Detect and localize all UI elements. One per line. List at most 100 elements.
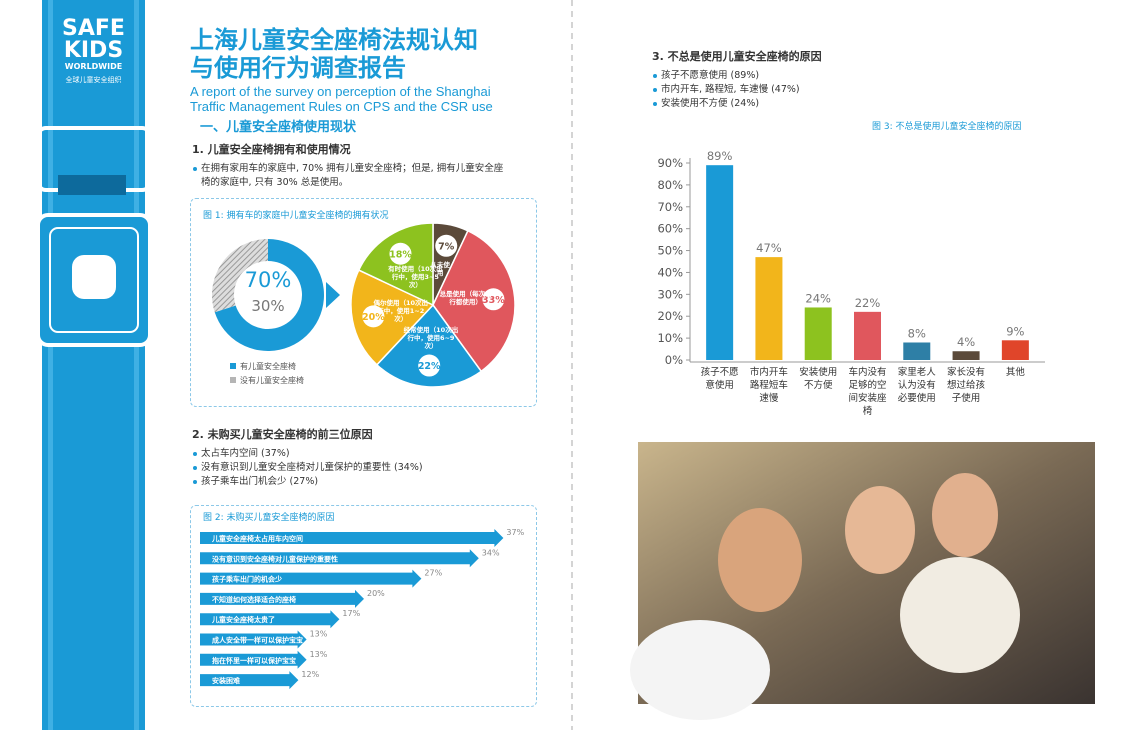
y-tick-label: 40% [657,265,683,279]
bar-label: 儿童安全座椅太占用车内空间 [211,534,303,543]
y-tick-label: 50% [657,244,683,258]
title: 与使用行为调查报告 [190,54,406,82]
label-badge [482,288,505,311]
bar [706,165,734,360]
pie-slice [357,222,434,307]
section: 2. 未购买儿童安全座椅的前三位原因 太占车内空间 (37%) 没有意识到儿童安全座… [192,426,522,489]
bar [200,549,479,568]
bullet: 没有意识到儿童安全座椅对儿童保护的重要性 (34%) [192,461,522,475]
bar [755,257,783,360]
logo-text: WORLDWIDE [64,62,123,71]
heading: 2. 未购买儿童安全座椅的前三位原因 [192,428,373,441]
bar [1001,340,1029,360]
section: 1. 儿童安全座椅拥有和使用情况在拥有家用车的家庭中, 70% 拥有儿童安全座椅… [192,141,512,190]
pie-slice [375,303,483,388]
bullet: 孩子不愿意使用 (89%) [652,69,982,83]
bar-label: 成人安全带一样可以保护宝宝 [212,636,303,645]
logo-text: SAFE [62,16,125,41]
value-label: 13% [310,650,328,659]
photo-face [845,486,915,574]
pie-slice [350,269,435,366]
value-label: 12% [301,670,319,679]
strap-stripe [48,0,53,730]
legend-label: 有儿童安全座椅 [240,361,296,371]
value-label: 9% [1006,324,1024,338]
y-tick-label: 30% [657,287,683,301]
y-tick-label: 80% [657,178,683,192]
slice-label: 从未使用 [430,260,450,277]
bar [200,650,307,669]
figure-title: 图 3: 不总是使用儿童安全座椅的原因 [872,122,1022,132]
bar [200,671,299,690]
bar [903,342,931,360]
bullet: 安装使用不方便 (24%) [652,97,982,111]
x-tick-label: 车内没有足够的空间安装座椅 [848,367,887,417]
bullet: 孩子乘车出门机会少 (27%) [192,475,522,489]
logo-tagline: 全球儿童安全组织 [65,76,122,84]
subtitle: A report of the survey on perception of … [190,84,493,114]
value-label: 33% [482,295,505,306]
value-label: 47% [756,241,782,255]
bar-label: 没有意识到安全座椅对儿童保护的重要性 [212,554,338,563]
heading: 3. 不总是使用儿童安全座椅的原因 [652,50,822,63]
slice-label: 偶尔使用（10次出行中，使用1~2次） [373,299,429,324]
logo: SAFE KIDS WORLDWIDE 全球儿童安全组织 [56,18,131,85]
label-badge [362,305,385,328]
pointer [326,282,340,308]
y-tick-label: 90% [657,156,683,170]
bar [200,529,504,547]
value-label: 22% [855,296,881,310]
x-tick-label: 其他 [1005,367,1025,378]
bullets: 在拥有家用车的家庭中, 70% 拥有儿童安全座椅；但是, 拥有儿童安全座椅的家庭… [192,162,512,190]
bar-label: 安装困难 [212,676,240,685]
pie-slice [432,229,516,373]
value-label: 24% [805,291,831,305]
value-label: 8% [908,326,926,340]
photo-face [932,473,998,557]
bar [200,610,340,629]
figure-title: 图 2: 未购买儿童安全座椅的原因 [203,513,335,523]
slice-label: 总是使用（每次出行都使用） [439,289,492,306]
photo-bear [900,557,1020,673]
value-label: 18% [389,249,412,260]
value-label: 17% [342,609,360,618]
value-label: 20% [362,312,385,323]
x-tick-label: 安装使用不方便 [799,367,838,391]
figure-box [190,505,537,707]
value-label: 20% [367,589,385,598]
x-tick-label: 家里老人认为没有必要使用 [897,367,936,404]
heading: 1. 儿童安全座椅拥有和使用情况 [192,143,351,156]
value-label: 34% [482,548,500,557]
legend-swatch [230,377,236,383]
title: 上海儿童安全座椅法规认知 [190,26,478,54]
y-tick-label: 70% [657,200,683,214]
photo-shirt [630,620,770,720]
bullets: 孩子不愿意使用 (89%) 市内开车, 路程短, 车速慢 (47%) 安装使用不方便… [652,69,982,111]
bar [804,307,832,360]
x-tick-label: 市内开车路程短车速慢 [749,367,788,404]
value-label: 4% [957,335,975,349]
photo-face [718,508,802,612]
label-badge [435,234,458,257]
y-tick-label: 0% [665,353,683,367]
label-badge [418,354,441,377]
y-tick-label: 20% [657,309,683,323]
value-label: 70% [245,268,292,292]
value-label: 13% [310,630,328,639]
y-tick-label: 60% [657,222,683,236]
donut-slice [214,239,324,351]
strap-stripe [134,0,139,730]
value-label: 89% [707,149,733,163]
slice-label: 经常使用（10次出行中，使用6~9次） [403,325,459,350]
value-label: 7% [438,241,455,252]
value-label: 22% [418,361,441,372]
bar-label: 不知道如何选择适合的座椅 [212,595,296,604]
x-tick-label: 孩子不愿意使用 [700,367,739,391]
buckle-button [72,255,116,299]
bar-label: 抱在怀里一样可以保护宝宝 [212,656,296,665]
section: 3. 不总是使用儿童安全座椅的原因孩子不愿意使用 (89%) 市内开车, 路程短,… [652,48,982,111]
bullet: 市内开车, 路程短, 车速慢 (47%) [652,83,982,97]
buckle-slot [58,175,126,195]
